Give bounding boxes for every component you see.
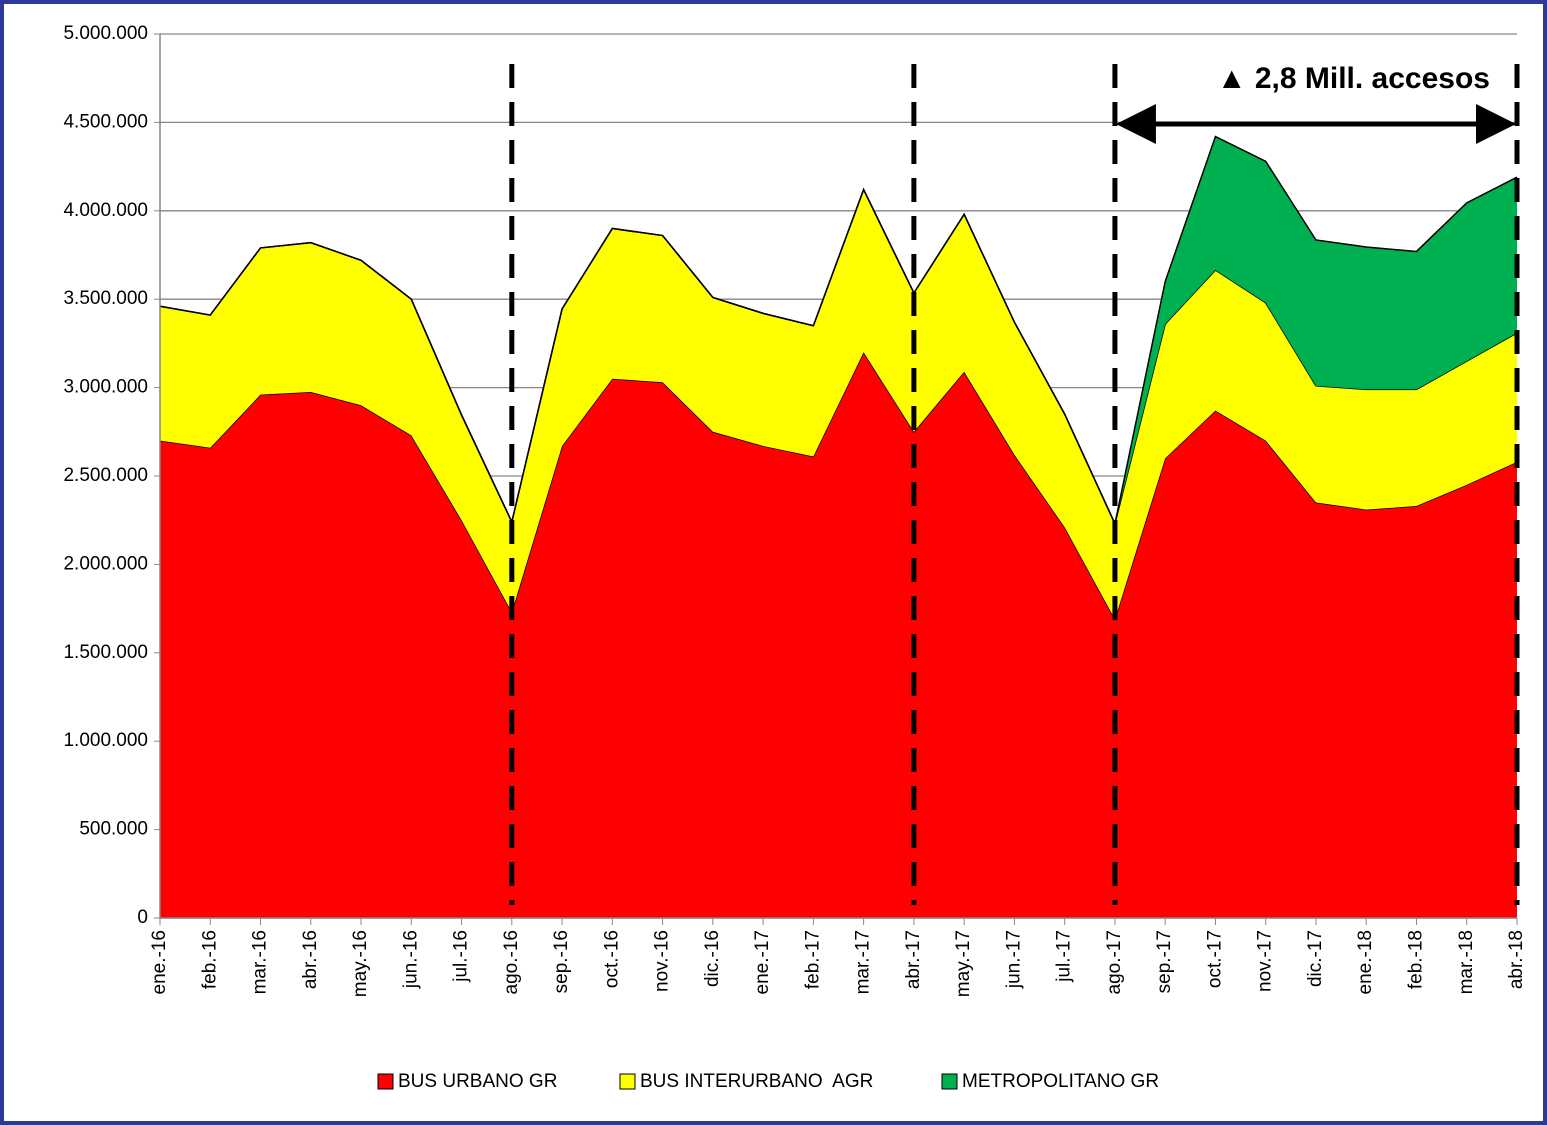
y-tick-label: 2.000.000: [63, 553, 148, 574]
area: [160, 352, 1517, 918]
x-tick-label: mar.-18: [1456, 930, 1477, 994]
x-tick-label: dic.-17: [1305, 930, 1326, 987]
x-tick-label: nov.-17: [1255, 930, 1276, 992]
x-tick-label: mar.-17: [853, 930, 874, 994]
x-tick-label: feb.-17: [802, 930, 823, 989]
x-tick-label: dic.-16: [702, 930, 723, 987]
x-tick-label: jul.-16: [451, 930, 472, 983]
x-tick-label: sep.-16: [551, 930, 572, 993]
y-tick-label: 3.500.000: [63, 288, 148, 309]
y-tick-label: 3.000.000: [63, 377, 148, 398]
y-tick-label: 4.000.000: [63, 200, 148, 221]
x-tick-label: ago.-16: [501, 930, 522, 994]
y-tick-label: 0: [137, 907, 148, 928]
y-tick-label: 500.000: [79, 819, 148, 840]
x-tick-label: abr.-17: [903, 930, 924, 989]
area-outline: [159, 135, 1518, 527]
area: [160, 189, 1517, 620]
y-tick-label: 1.500.000: [63, 642, 148, 663]
y-tick-label: 5.000.000: [63, 23, 148, 44]
x-tick-label: oct.-17: [1204, 930, 1225, 988]
x-tick-label: abr.-18: [1506, 930, 1527, 989]
x-tick-label: abr.-16: [300, 930, 321, 989]
y-tick-label: 2.500.000: [63, 465, 148, 486]
legend-label: BUS URBANO GR: [398, 1071, 557, 1092]
x-tick-label: oct.-16: [601, 930, 622, 988]
x-tick-label: ene.-17: [752, 930, 773, 994]
x-tick-label: ago.-17: [1104, 930, 1125, 994]
x-tick-label: ene.-18: [1355, 930, 1376, 994]
x-tick-label: feb.-18: [1405, 930, 1426, 989]
y-tick-label: 4.500.000: [63, 111, 148, 132]
x-tick-label: nov.-16: [652, 930, 673, 992]
legend-label: BUS INTERURBANO AGR: [640, 1071, 873, 1092]
x-tick-label: ene.-16: [149, 930, 170, 994]
x-tick-label: may.-17: [953, 930, 974, 997]
legend-swatch: [941, 1073, 958, 1090]
x-tick-label: mar.-16: [250, 930, 271, 994]
x-tick-label: feb.-16: [199, 930, 220, 989]
annotation: ▲ 2,8 Mill. accesos: [1217, 62, 1490, 95]
legend-swatch: [377, 1073, 394, 1090]
legend-swatch: [619, 1073, 636, 1090]
legend-label: METROPOLITANO GR: [962, 1071, 1159, 1092]
x-tick-label: jun.-17: [1003, 930, 1024, 989]
x-tick-label: jul.-17: [1054, 930, 1075, 983]
x-tick-label: sep.-17: [1154, 930, 1175, 993]
x-tick-label: may.-16: [350, 930, 371, 997]
x-tick-label: jun.-16: [400, 930, 421, 989]
y-tick-label: 1.000.000: [63, 730, 148, 751]
